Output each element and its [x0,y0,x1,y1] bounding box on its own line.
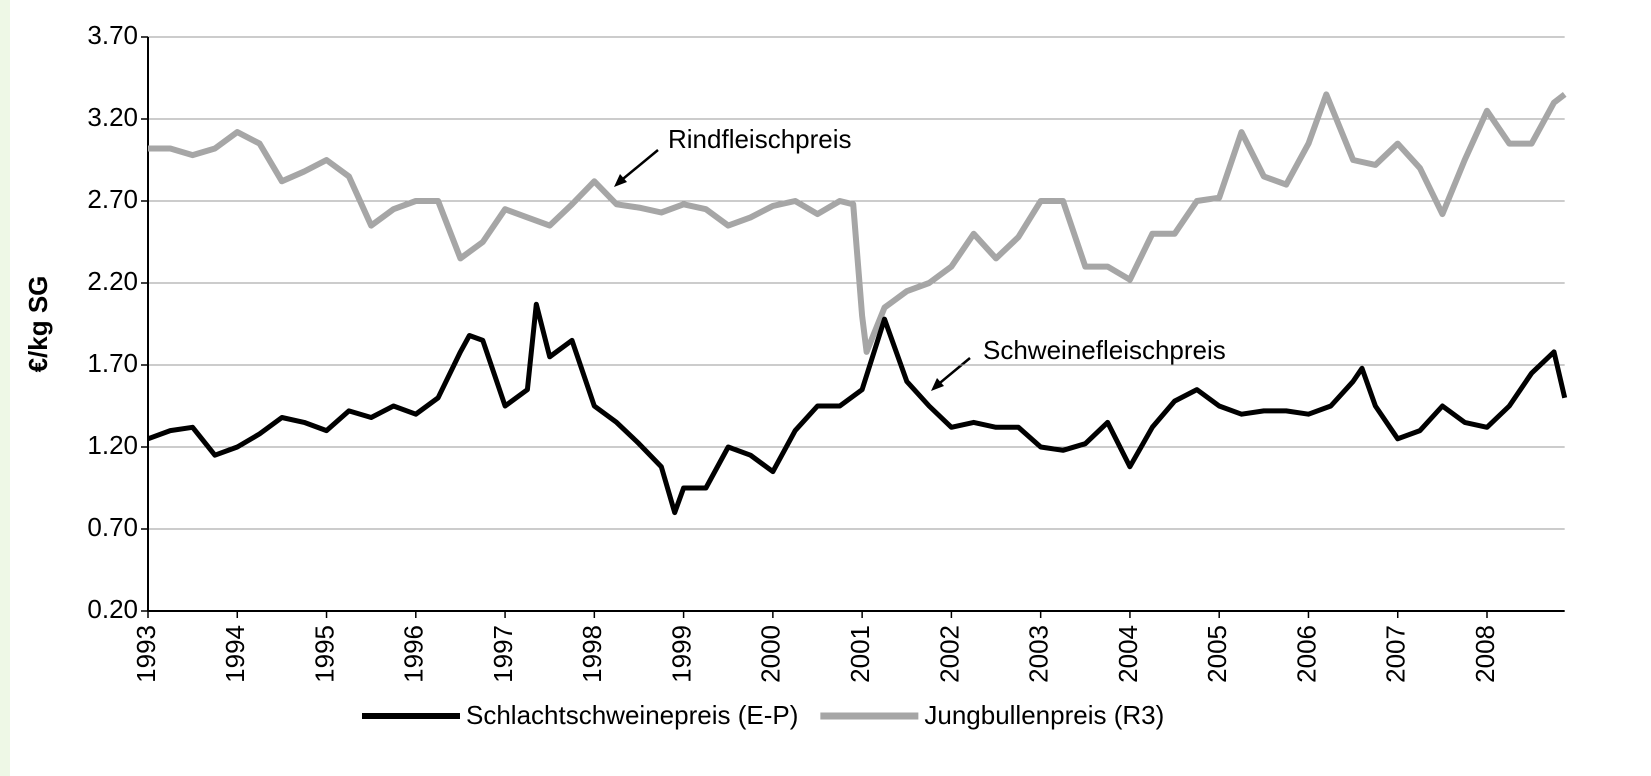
x-tick-label: 1995 [309,625,339,683]
y-tick-label: 3.20 [87,102,138,132]
annotation-arrowhead [614,174,627,187]
x-tick-label: 1999 [666,625,696,683]
x-tick-label: 2008 [1470,625,1500,683]
x-tick-label: 1996 [399,625,429,683]
annotation: Schweinefleischpreis [983,335,1226,365]
annotation-arrowhead [931,378,944,391]
x-tick-label: 1994 [220,625,250,683]
annotation-arrow [934,357,971,388]
x-tick-label: 2004 [1113,625,1143,683]
series-line [147,301,1568,516]
x-tick-label: 2006 [1291,625,1321,683]
legend-label: Jungbullenpreis (R3) [924,700,1164,730]
y-tick-label: 2.70 [87,184,138,214]
y-tick-label: 2.20 [87,266,138,296]
x-tick-label: 2000 [756,625,786,683]
y-axis-label: €/kg SG [23,276,53,373]
y-tick-label: 1.70 [87,348,138,378]
y-tick-label: 3.70 [87,20,138,50]
x-tick-label: 2002 [934,625,964,683]
y-tick-label: 0.70 [87,512,138,542]
legend-label: Schlachtschweinepreis (E-P) [466,700,798,730]
x-tick-label: 2005 [1202,625,1232,683]
x-tick-label: 1998 [577,625,607,683]
y-tick-label: 0.20 [87,594,138,624]
x-tick-label: 1997 [488,625,518,683]
x-tick-label: 2001 [845,625,875,683]
chart-area [10,0,1651,776]
x-tick-label: 2003 [1024,625,1054,683]
y-tick-label: 1.20 [87,430,138,460]
annotation: Rindfleischpreis [668,124,852,154]
x-tick-label: 2007 [1381,625,1411,683]
series-line [148,91,1567,355]
x-tick-label: 1993 [131,625,161,683]
annotation-arrow [617,149,659,184]
